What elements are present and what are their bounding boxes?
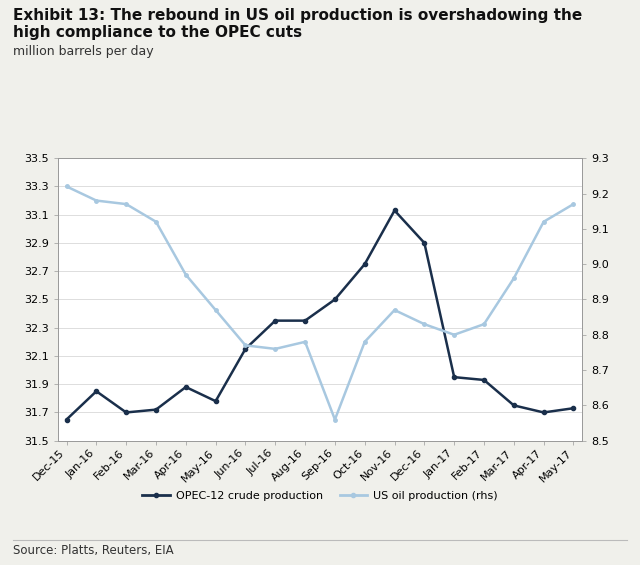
- OPEC-12 crude production: [510, 402, 518, 408]
- US oil production (rhs): [271, 346, 279, 353]
- OPEC-12 crude production: [451, 373, 458, 380]
- OPEC-12 crude production: [271, 317, 279, 324]
- US oil production (rhs): [361, 338, 369, 345]
- US oil production (rhs): [420, 321, 428, 328]
- Text: high compliance to the OPEC cuts: high compliance to the OPEC cuts: [13, 25, 302, 41]
- US oil production (rhs): [390, 307, 398, 314]
- US oil production (rhs): [63, 183, 70, 190]
- OPEC-12 crude production: [570, 405, 577, 411]
- US oil production (rhs): [301, 338, 309, 345]
- US oil production (rhs): [510, 275, 518, 281]
- OPEC-12 crude production: [420, 240, 428, 246]
- US oil production (rhs): [242, 342, 250, 349]
- US oil production (rhs): [331, 416, 339, 423]
- US oil production (rhs): [152, 219, 160, 225]
- OPEC-12 crude production: [152, 406, 160, 413]
- Line: OPEC-12 crude production: OPEC-12 crude production: [65, 208, 575, 421]
- US oil production (rhs): [540, 219, 547, 225]
- Text: Exhibit 13: The rebound in US oil production is overshadowing the: Exhibit 13: The rebound in US oil produc…: [13, 8, 582, 24]
- OPEC-12 crude production: [182, 384, 189, 390]
- OPEC-12 crude production: [93, 388, 100, 394]
- Text: Source: Platts, Reuters, EIA: Source: Platts, Reuters, EIA: [13, 544, 173, 557]
- US oil production (rhs): [480, 321, 488, 328]
- US oil production (rhs): [122, 201, 130, 207]
- OPEC-12 crude production: [212, 398, 220, 405]
- US oil production (rhs): [182, 271, 189, 278]
- US oil production (rhs): [451, 331, 458, 338]
- US oil production (rhs): [570, 201, 577, 207]
- Legend: OPEC-12 crude production, US oil production (rhs): OPEC-12 crude production, US oil product…: [138, 487, 502, 506]
- US oil production (rhs): [93, 197, 100, 204]
- Text: million barrels per day: million barrels per day: [13, 45, 154, 58]
- OPEC-12 crude production: [480, 376, 488, 383]
- OPEC-12 crude production: [361, 260, 369, 267]
- OPEC-12 crude production: [390, 207, 398, 214]
- OPEC-12 crude production: [331, 296, 339, 303]
- OPEC-12 crude production: [301, 317, 309, 324]
- OPEC-12 crude production: [540, 409, 547, 416]
- OPEC-12 crude production: [63, 416, 70, 423]
- US oil production (rhs): [212, 307, 220, 314]
- Line: US oil production (rhs): US oil production (rhs): [65, 185, 575, 421]
- OPEC-12 crude production: [122, 409, 130, 416]
- OPEC-12 crude production: [242, 345, 250, 352]
